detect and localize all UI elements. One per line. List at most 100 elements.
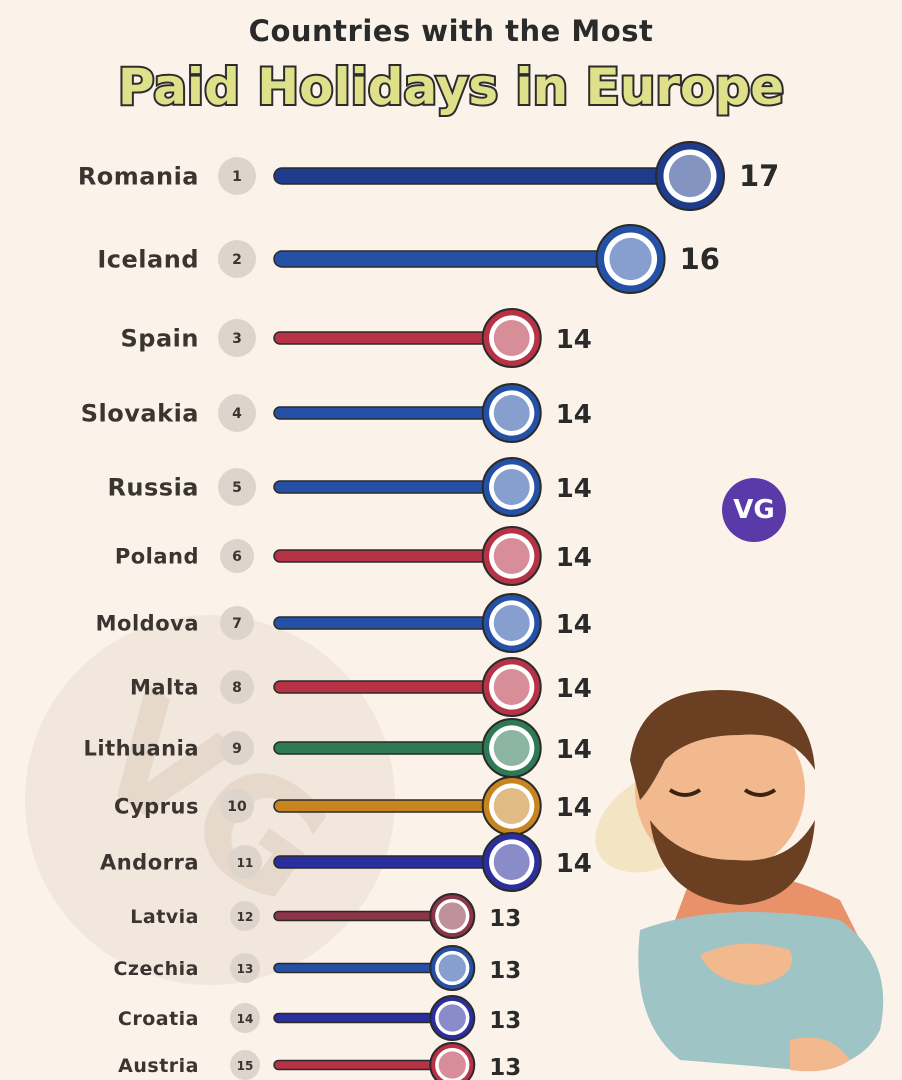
rank-badge <box>218 157 256 195</box>
bar <box>273 549 513 563</box>
value-label: 17 <box>739 159 779 193</box>
rank-label: 13 <box>237 962 254 976</box>
country-label: Iceland <box>97 246 199 274</box>
rank-badge <box>220 539 254 573</box>
rank-badge <box>220 670 254 704</box>
rank-badge <box>220 789 254 823</box>
bar <box>273 855 513 869</box>
flag-icon <box>493 605 530 641</box>
country-label: Slovakia <box>81 400 199 428</box>
rank-label: 15 <box>237 1059 254 1073</box>
bar-row: Latvia 12 13 <box>130 893 521 939</box>
bar <box>273 250 632 268</box>
rank-badge <box>218 240 256 278</box>
rank-badge <box>228 845 262 879</box>
watermark: VG <box>25 615 395 985</box>
flag-icon <box>493 844 530 880</box>
rank-badge <box>220 606 254 640</box>
bar <box>273 616 513 630</box>
country-label: Lithuania <box>83 737 199 761</box>
country-label: Poland <box>115 545 199 569</box>
value-label: 14 <box>556 610 592 640</box>
country-label: Czechia <box>113 958 199 980</box>
rank-label: 6 <box>232 549 242 565</box>
chart-title: Paid Holidays in Europe <box>118 58 784 116</box>
bar-row: Croatia 14 13 <box>118 995 521 1041</box>
rank-label: 3 <box>232 331 242 347</box>
rank-label: 11 <box>237 856 254 870</box>
flag-icon <box>438 1004 466 1032</box>
bar-row: Iceland 2 16 <box>97 224 720 294</box>
country-label: Croatia <box>118 1008 199 1030</box>
bar-row: Andorra 11 14 <box>100 832 592 892</box>
country-label: Austria <box>118 1055 199 1077</box>
bar-row: Austria 15 13 <box>118 1042 521 1080</box>
sleeping-man-illustration <box>595 690 884 1072</box>
country-label: Andorra <box>100 851 199 875</box>
bar <box>273 480 513 494</box>
bar <box>273 1059 454 1071</box>
value-label: 14 <box>556 793 592 823</box>
value-label: 13 <box>489 1055 521 1080</box>
rank-label: 14 <box>237 1012 254 1026</box>
value-label: 16 <box>680 242 720 276</box>
flag-icon <box>493 788 530 824</box>
vg-logo-badge: VG <box>722 478 786 542</box>
flag-icon <box>493 469 530 505</box>
rank-badge <box>230 901 260 931</box>
rank-badge <box>218 394 256 432</box>
rank-badge <box>230 1050 260 1080</box>
bar <box>273 1012 454 1024</box>
value-label: 13 <box>489 1008 521 1034</box>
bar-row: Russia 5 14 <box>107 457 592 517</box>
bar-row: Slovakia 4 14 <box>81 383 592 443</box>
bar <box>273 680 513 694</box>
watermark-circle <box>25 615 395 985</box>
bar-row: Spain 3 14 <box>121 308 592 368</box>
bar-row: Cyprus 10 14 <box>114 776 592 836</box>
country-label: Moldova <box>96 612 199 636</box>
country-label: Russia <box>107 474 199 502</box>
flag-icon <box>493 320 530 356</box>
flag-icon <box>668 154 712 198</box>
country-label: Cyprus <box>114 795 199 819</box>
flag-icon <box>438 1051 466 1079</box>
bar-row: Lithuania 9 14 <box>83 718 592 778</box>
rank-label: 9 <box>232 741 242 757</box>
value-label: 13 <box>489 958 521 984</box>
rank-badge <box>218 468 256 506</box>
bar <box>273 331 513 345</box>
rank-label: 12 <box>237 910 254 924</box>
rank-label: 1 <box>232 169 242 185</box>
bar <box>273 910 454 922</box>
rank-label: 10 <box>227 799 247 815</box>
bar-row: Moldova 7 14 <box>96 593 592 653</box>
bar-row: Malta 8 14 <box>130 657 592 717</box>
bar <box>273 741 513 755</box>
rank-label: 4 <box>232 406 242 422</box>
rank-label: 7 <box>232 616 242 632</box>
flag-icon <box>493 669 530 705</box>
chart-subtitle: Countries with the Most <box>248 14 654 48</box>
value-label: 14 <box>556 849 592 879</box>
country-label: Romania <box>78 163 199 191</box>
rank-badge <box>230 1003 260 1033</box>
flag-icon <box>493 538 530 574</box>
rank-label: 2 <box>232 252 242 268</box>
country-label: Malta <box>130 676 199 700</box>
flag-icon <box>493 730 530 766</box>
bar-row: Poland 6 14 <box>115 526 592 586</box>
rank-badge <box>220 731 254 765</box>
bar <box>273 406 513 420</box>
country-label: Spain <box>121 325 199 353</box>
flag-icon <box>438 954 466 982</box>
value-label: 14 <box>556 674 592 704</box>
country-label: Latvia <box>130 906 199 928</box>
rank-badge <box>218 319 256 357</box>
bar-row: Romania 1 17 <box>78 141 779 211</box>
flag-icon <box>438 902 466 930</box>
value-label: 14 <box>556 325 592 355</box>
value-label: 13 <box>489 906 521 932</box>
bar-row: Czechia 13 13 <box>113 945 521 991</box>
